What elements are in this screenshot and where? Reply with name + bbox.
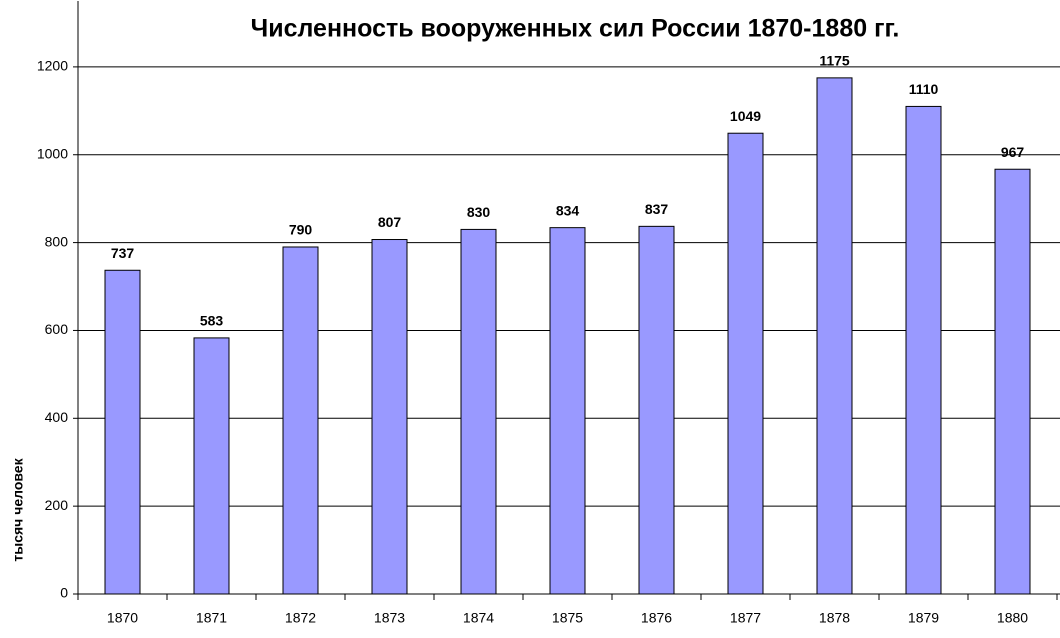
x-tick-label: 1875	[552, 610, 583, 626]
value-label: 830	[467, 204, 491, 220]
value-label: 583	[200, 313, 224, 329]
y-tick-label: 1200	[37, 58, 68, 74]
x-tick-label: 1877	[730, 610, 761, 626]
y-axis-label: тысяч человек	[10, 457, 26, 561]
x-tick-label: 1874	[463, 610, 494, 626]
y-tick-label: 800	[45, 233, 69, 249]
y-tick-label: 0	[60, 585, 68, 601]
value-label: 837	[645, 201, 669, 217]
value-label: 1110	[909, 81, 939, 97]
x-tick-label: 1873	[374, 610, 405, 626]
y-tick-label: 200	[45, 497, 69, 513]
x-tick-label: 1878	[819, 610, 850, 626]
value-label: 1049	[730, 108, 761, 124]
x-tick-label: 1871	[196, 610, 227, 626]
bar	[638, 225, 675, 595]
value-label: 1175	[819, 53, 850, 69]
bar	[282, 246, 319, 595]
bar	[104, 269, 141, 595]
bar	[994, 168, 1031, 595]
x-tick-label: 1872	[285, 610, 316, 626]
value-label: 737	[111, 245, 135, 261]
x-tick-label: 1880	[997, 610, 1028, 626]
bar	[727, 132, 764, 595]
chart-title: Численность вооруженных сил России 1870-…	[251, 15, 900, 43]
bar	[549, 227, 586, 595]
bar	[460, 228, 497, 595]
bar	[371, 239, 408, 595]
x-tick-label: 1879	[908, 610, 939, 626]
bar	[905, 105, 942, 595]
x-tick-label: 1870	[107, 610, 138, 626]
value-label: 790	[289, 222, 313, 238]
x-tick-label: 1876	[641, 610, 672, 626]
bar	[816, 77, 853, 595]
y-tick-label: 1000	[37, 145, 68, 161]
bar	[193, 337, 230, 595]
y-tick-label: 400	[45, 409, 69, 425]
value-label: 967	[1001, 144, 1025, 160]
value-label: 807	[378, 214, 402, 230]
y-tick-label: 600	[45, 321, 69, 337]
value-label: 834	[556, 202, 580, 218]
